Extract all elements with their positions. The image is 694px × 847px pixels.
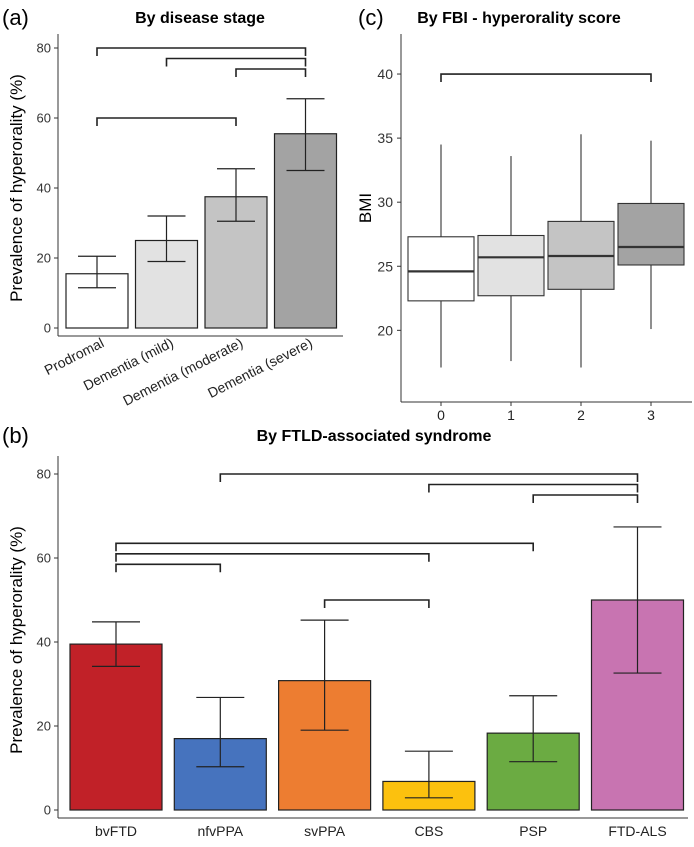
panel-c-y-tick-label: 25 <box>377 258 393 274</box>
panel-c-significance-brackets <box>440 73 652 83</box>
panel-a-y-axis-label: Prevalence of hyperorality (%) <box>7 74 26 302</box>
panel-b-y-tick-label: 20 <box>37 719 51 734</box>
panel-b-y-tick-label: 0 <box>44 803 51 818</box>
panel-b-bars <box>69 599 685 811</box>
panel-b-x-label: FTD-ALS <box>608 823 666 839</box>
panel-c-boxplot-0 <box>407 144 475 368</box>
panel-c-boxplot-1 <box>477 156 545 362</box>
panel-b-significance-brackets <box>115 473 639 608</box>
panel-a-error-bars <box>78 98 325 289</box>
panel-b-significance-bracket <box>219 473 639 482</box>
panel-b-bar-bvftd <box>69 643 163 811</box>
panel-a-x-label: Dementia (moderate) <box>120 334 245 408</box>
panel-b-significance-bracket <box>115 563 222 573</box>
panel-c-significance-bracket <box>440 73 652 83</box>
panel-b-ftld-syndrome: (b) By FTLD-associated syndrome Prevalen… <box>2 423 688 839</box>
panel-b-x-labels: bvFTD nfvPPA svPPA CBS PSP FTD-ALS <box>95 823 667 839</box>
panel-a-y-ticks: 0 20 40 60 80 <box>37 41 58 336</box>
panel-b-x-label: CBS <box>415 823 444 839</box>
panel-a-significance-bracket <box>96 117 237 126</box>
panel-c-x-label: 3 <box>647 407 655 423</box>
panel-b-significance-bracket <box>532 494 639 503</box>
panel-c-letter: (c) <box>358 5 384 30</box>
panel-c-y-tick-label: 20 <box>377 322 393 338</box>
panel-a-significance-brackets <box>96 47 307 126</box>
panel-c-y-tick-label: 40 <box>377 66 393 82</box>
panel-c-box <box>477 234 545 297</box>
panel-c-y-tick-label: 35 <box>377 130 393 146</box>
panel-b-letter: (b) <box>2 423 29 448</box>
panel-a-bars <box>65 133 338 329</box>
panel-a-title: By disease stage <box>135 10 265 27</box>
panel-c-x-labels: 0 1 2 3 <box>437 402 655 423</box>
panel-c-box <box>617 202 685 266</box>
panel-b-y-tick-label: 40 <box>37 635 51 650</box>
panel-a-y-tick-label: 60 <box>37 111 51 126</box>
panel-a-significance-bracket <box>165 57 307 67</box>
panel-c-y-axis-label: BMI <box>356 193 375 223</box>
panel-c-x-label: 0 <box>437 407 445 423</box>
panel-a-disease-stage: (a) By disease stage Prevalence of hyper… <box>2 5 343 409</box>
panel-a-significance-bracket <box>235 68 307 77</box>
panel-a-y-tick-label: 40 <box>37 181 51 196</box>
panel-c-x-label: 1 <box>507 407 515 423</box>
panel-b-title: By FTLD-associated syndrome <box>257 428 492 445</box>
panel-b-x-label: PSP <box>519 823 547 839</box>
panel-c-x-label: 2 <box>577 407 585 423</box>
panel-c-fbi-score: (c) By FBI - hyperorality score BMI 2025… <box>356 5 692 423</box>
panel-b-error-bars <box>92 526 662 799</box>
panel-c-boxplot-2 <box>547 134 615 368</box>
panel-b-significance-bracket <box>115 542 534 552</box>
panel-b-y-axis-label: Prevalence of hyperorality (%) <box>7 526 26 754</box>
panel-c-title: By FBI - hyperorality score <box>417 10 621 27</box>
panel-a-y-tick-label: 0 <box>44 321 51 336</box>
panel-b-x-label: svPPA <box>304 823 346 839</box>
panel-b-significance-bracket <box>428 483 639 493</box>
panel-b-y-ticks: 0 20 40 60 80 <box>37 467 58 818</box>
panel-c-box <box>407 236 475 302</box>
panel-a-letter: (a) <box>2 5 29 30</box>
panel-b-y-tick-label: 80 <box>37 467 51 482</box>
panel-c-boxplot-3 <box>617 140 685 330</box>
panel-a-y-tick-label: 80 <box>37 41 51 56</box>
panel-c-boxplots <box>407 134 685 368</box>
panel-c-y-tick-label: 30 <box>377 194 393 210</box>
panel-b-significance-bracket <box>115 553 430 562</box>
panel-a-significance-bracket <box>96 47 307 56</box>
panel-b-x-label: bvFTD <box>95 823 137 839</box>
panel-b-significance-bracket <box>323 599 430 608</box>
panel-b-y-tick-label: 60 <box>37 551 51 566</box>
panel-c-y-ticks: 20 25 30 35 40 <box>377 66 401 338</box>
panel-a-y-tick-label: 20 <box>37 251 51 266</box>
panel-b-x-label: nfvPPA <box>197 823 243 839</box>
